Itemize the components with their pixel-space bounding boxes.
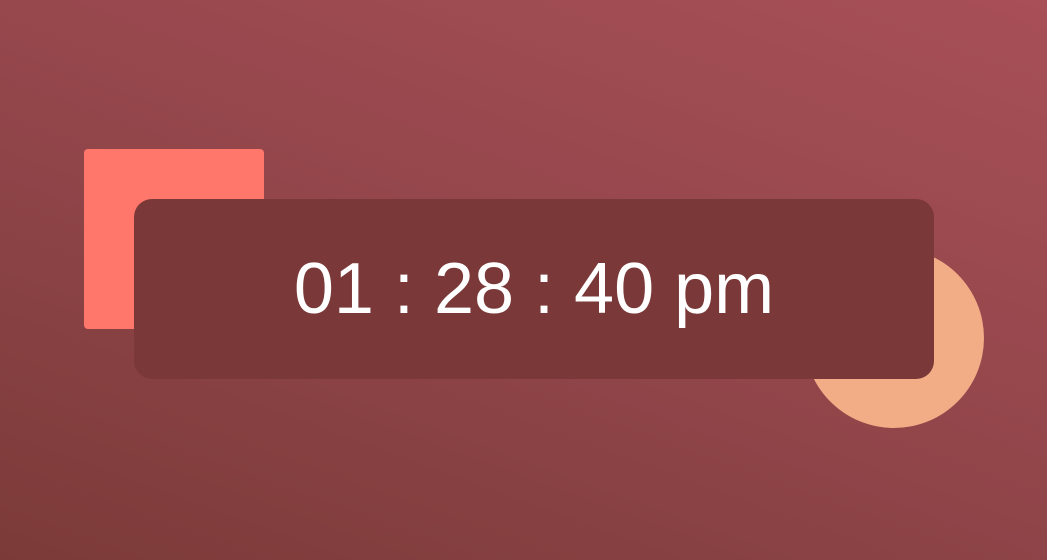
clock-card: 01 : 28 : 40 pm <box>134 199 934 379</box>
time-display: 01 : 28 : 40 pm <box>293 249 775 329</box>
